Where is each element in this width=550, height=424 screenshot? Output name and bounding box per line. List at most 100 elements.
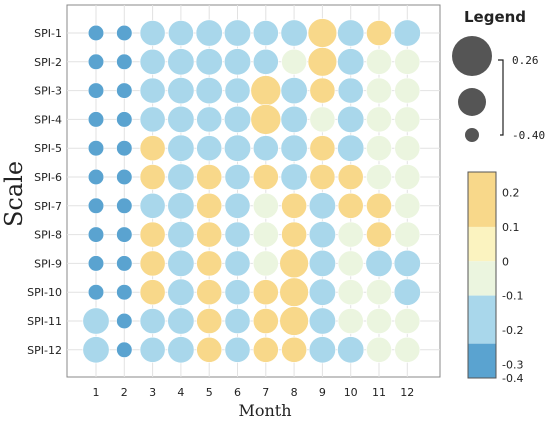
bubble [116,82,133,99]
colorbar-segment [468,343,496,378]
bubble [82,336,110,364]
bubble [279,277,309,307]
bubble [167,192,195,220]
bubble [250,104,282,135]
bubble [280,163,308,191]
bubble [252,221,279,248]
bubble [337,134,365,162]
x-tick-label: 5 [206,386,213,399]
bubble [139,308,166,334]
bubble [224,250,251,277]
y-tick-label: SPI-12 [27,344,62,357]
y-tick-label: SPI-9 [34,257,62,270]
bubble [87,82,105,99]
bubble [139,164,166,190]
bubble [167,307,195,335]
bubble [224,77,251,104]
bubble [366,192,392,219]
bubble [82,307,110,335]
bubble [393,249,421,277]
colorbar-tick-label: 0 [502,255,509,268]
bubble [394,192,421,219]
bubble [366,48,392,75]
y-tick-label: SPI-6 [34,171,62,184]
bubble [224,164,251,190]
bubble [281,221,308,248]
bubble [167,249,195,277]
bubble [309,77,336,104]
bubble [309,135,336,162]
bubble [224,336,251,363]
legend-circle-large [452,36,492,76]
bubble [281,192,308,219]
bubble [224,134,252,162]
bubble [308,278,336,306]
bubble [139,77,166,104]
bubble [196,308,223,334]
size-legend: Legend 0.26 -0.40 [452,8,545,142]
legend-title: Legend [464,8,526,26]
bubble [308,336,336,364]
colorbar: 0.2 0.1 0 -0.1 -0.2 -0.3-0.4 [467,171,523,385]
bubble [139,336,166,363]
y-tick-label: SPI-10 [27,286,62,299]
bubble [337,250,364,277]
colorbar-segment [468,226,496,262]
bubble [196,192,223,219]
x-tick-label: 6 [234,386,241,399]
bubble [394,164,421,190]
bubble [196,336,223,363]
x-tick-label: 10 [344,386,358,399]
bubble [366,308,392,334]
bubble [280,134,308,162]
x-tick-label: 8 [291,386,298,399]
x-tick-label: 9 [319,386,326,399]
bubble [139,192,166,219]
bubble [393,278,421,306]
bubble [280,105,308,133]
colorbar-tick-label: 0.2 [502,187,520,200]
bubble [224,308,251,334]
colorbar-tick-label: 0.1 [502,221,520,234]
bubble [366,164,392,190]
bubble [87,53,105,70]
bubble [195,48,223,76]
bubble [196,106,223,133]
y-tick-label: SPI-7 [34,200,62,213]
bubble [252,308,279,334]
bubble [87,197,105,214]
legend-label-top: 0.26 [512,54,539,67]
bubble [393,19,421,47]
bubble [139,250,166,277]
bubble [116,140,133,157]
bubble [87,140,105,157]
bubble [365,249,393,277]
x-tick-label: 3 [149,386,156,399]
y-tick-label: SPI-5 [34,142,62,155]
colorbar-tick-label: -0.1 [502,290,523,303]
bubble [337,77,364,104]
y-tick-label: SPI-4 [34,113,62,126]
y-axis-label: Scale [0,161,28,227]
bubble [308,192,336,220]
bubble [224,221,251,248]
x-tick-label: 2 [121,386,128,399]
bubble [196,164,223,190]
bubble [280,19,308,47]
bubble [167,134,195,162]
bubble [281,48,308,75]
legend-circle-medium [458,88,486,116]
bubble [337,48,365,76]
bubble [309,164,336,190]
bubble [394,221,421,248]
bubble [252,279,279,306]
x-tick-label: 12 [400,386,414,399]
bubble [337,164,364,190]
bubble [139,20,166,46]
colorbar-tick-label: -0.4 [502,372,523,385]
bubble [337,192,364,219]
bubble [337,279,364,306]
x-tick-label: 7 [262,386,269,399]
bubble [87,168,105,186]
